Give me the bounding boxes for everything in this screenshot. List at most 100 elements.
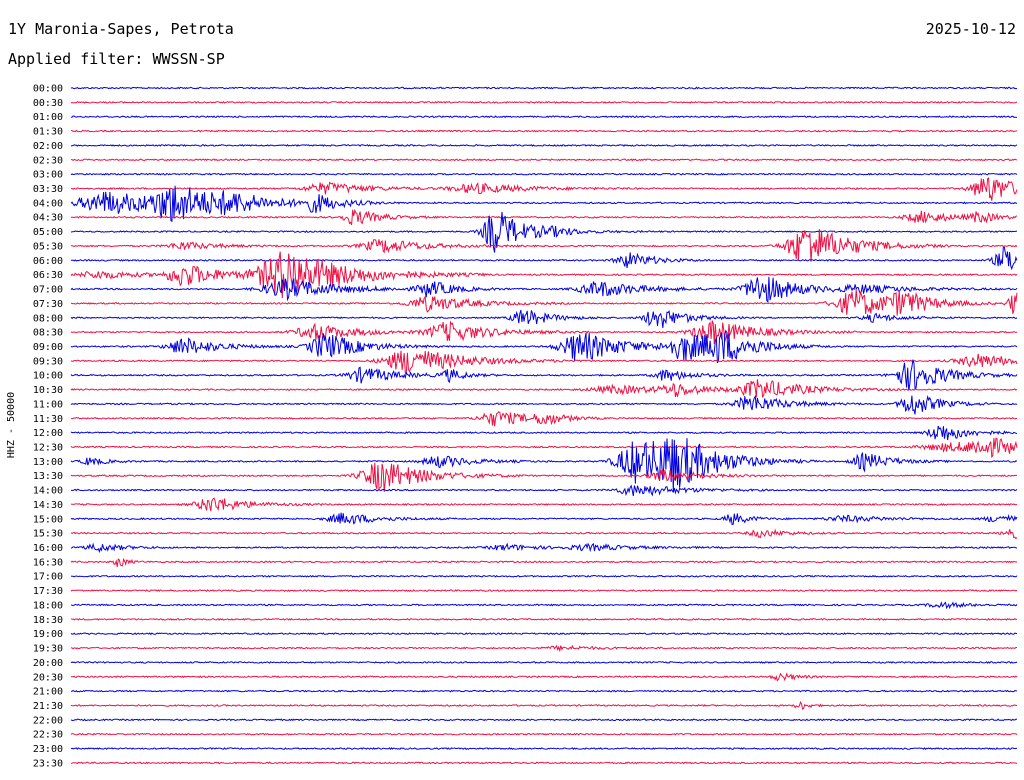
seismic-trace [70,617,1018,621]
tick-label: 22:00 [33,715,63,726]
seismic-trace [70,172,1018,176]
tick-label: 01:30 [33,127,63,138]
tick-label: 21:00 [33,687,63,698]
tick-label: 16:30 [33,557,63,568]
tick-label: 18:30 [33,615,63,626]
tick-label: 10:30 [33,385,63,396]
tick-label: 13:00 [33,457,63,468]
tick-label: 05:30 [33,241,63,252]
seismic-trace [70,557,1018,567]
tick-label: 00:00 [33,84,63,95]
tick-label: 14:30 [33,500,63,511]
seismic-trace [71,672,1018,682]
channel-label: HHZ - 50000 [6,392,17,458]
tick-label: 01:00 [33,112,63,123]
seismic-trace [70,320,1018,345]
seismic-trace [70,438,1018,493]
seismic-trace [70,484,1018,497]
seismic-trace [70,350,1018,375]
seismic-trace [70,732,1018,736]
tick-label: 11:30 [33,414,63,425]
seismic-trace [71,158,1018,162]
trace-group [70,86,1018,765]
time-tick-labels: 00:00 00:30 01:00 01:30 02:00 02:30 03:00 03:30… [33,84,63,770]
tick-label: 08:00 [33,313,63,324]
tick-label: 03:00 [33,170,63,181]
tick-label: 06:30 [33,270,63,281]
tick-label: 04:30 [33,213,63,224]
seismic-trace [70,512,1018,526]
tick-label: 13:30 [33,471,63,482]
seismic-trace [70,208,1018,226]
tick-label: 19:30 [33,644,63,655]
seismic-trace [70,86,1018,90]
seismic-trace [70,700,1018,710]
seismic-trace [70,143,1018,147]
seismic-trace [70,718,1018,722]
tick-label: 20:00 [33,658,63,669]
tick-label: 09:30 [33,356,63,367]
tick-label: 19:00 [33,629,63,640]
seismic-trace [70,425,1018,441]
tick-label: 10:00 [33,371,63,382]
seismic-trace [70,359,1018,391]
seismic-trace [70,761,1018,765]
tick-label: 05:00 [33,227,63,238]
seismic-trace [70,309,1018,328]
seismic-trace [70,528,1018,540]
tick-label: 15:00 [33,514,63,525]
seismic-trace [70,574,1018,578]
tick-label: 00:30 [33,98,63,109]
tick-label: 21:30 [33,701,63,712]
tick-label: 03:30 [33,184,63,195]
seismic-trace [70,185,1018,223]
seismic-trace [70,246,1018,271]
tick-label: 20:30 [33,672,63,683]
seismic-trace [70,542,1017,554]
seismic-trace [70,229,1018,262]
tick-label: 12:00 [33,428,63,439]
tick-label: 08:30 [33,328,63,339]
seismic-trace [70,589,1018,593]
seismic-trace [70,462,1018,493]
station-title: 1Y Maronia-Sapes, Petrota [8,20,234,38]
tick-label: 18:00 [33,600,63,611]
tick-label: 17:00 [33,572,63,583]
seismic-trace [70,747,1018,750]
seismic-trace [70,177,1018,201]
seismic-trace [70,115,1018,119]
tick-label: 09:00 [33,342,63,353]
seismic-trace [70,644,1017,653]
tick-label: 15:30 [33,529,63,540]
tick-label: 12:30 [33,443,63,454]
tick-label: 16:00 [33,543,63,554]
seismic-trace [70,100,1018,104]
tick-label: 22:30 [33,730,63,741]
seismic-trace [70,276,1018,304]
tick-label: 23:30 [33,758,63,769]
plot-date: 2025-10-12 [925,20,1016,38]
tick-label: 02:00 [33,141,63,152]
tick-label: 14:00 [33,486,63,497]
seismic-trace [70,329,1018,364]
tick-label: 04:00 [33,198,63,209]
filter-label: Applied filter: WWSSN-SP [8,50,225,68]
seismic-trace [70,251,1018,299]
seismic-trace [70,379,1018,399]
seismic-trace [70,632,1018,636]
seismic-trace [70,394,1018,415]
seismic-trace [70,129,1018,133]
tick-label: 11:00 [33,399,63,410]
seismic-trace [70,660,1018,664]
seismic-trace [70,211,1018,253]
seismic-trace [71,289,1018,316]
seismic-trace [70,601,1018,610]
tick-label: 06:00 [33,256,63,267]
tick-label: 23:00 [33,744,63,755]
tick-label: 07:30 [33,299,63,310]
tick-label: 02:30 [33,155,63,166]
seismic-trace [71,689,1018,693]
seismic-trace [70,410,1018,427]
tick-label: 07:00 [33,285,63,296]
